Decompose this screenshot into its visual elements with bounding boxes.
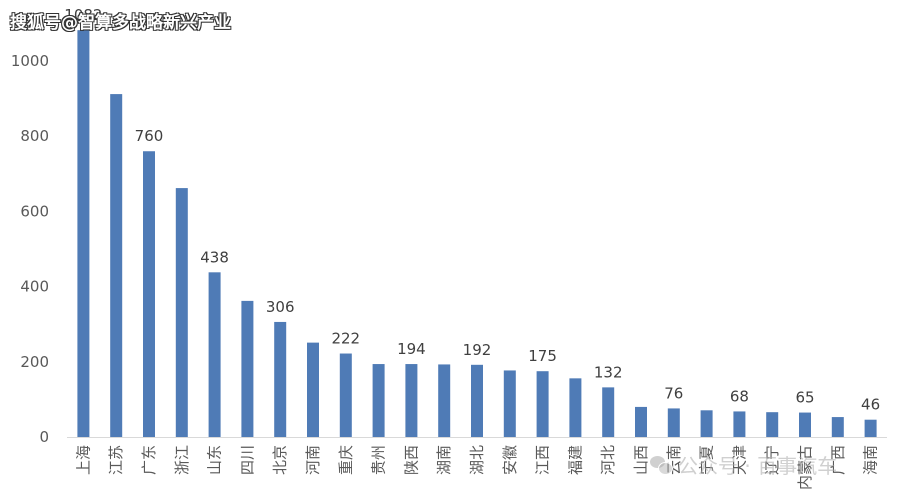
x-tick-label: 河北 xyxy=(599,445,617,475)
bar xyxy=(77,30,90,437)
y-tick-label: 600 xyxy=(20,202,49,220)
data-label: 306 xyxy=(266,298,295,316)
data-label: 1082 xyxy=(64,6,102,24)
data-label: 76 xyxy=(664,384,683,402)
bar xyxy=(733,411,746,437)
x-tick-label: 山东 xyxy=(206,445,224,475)
bar xyxy=(766,412,779,437)
data-label: 46 xyxy=(861,396,880,414)
bar xyxy=(536,371,549,437)
top-watermark: 搜狐号@智算多战略新兴产业 xyxy=(10,13,232,34)
x-tick-label: 四川 xyxy=(238,445,256,475)
x-tick-label: 福建 xyxy=(566,445,584,475)
y-tick-label: 0 xyxy=(39,428,49,446)
bar xyxy=(241,300,254,437)
y-tick-label: 800 xyxy=(20,127,49,145)
bar xyxy=(864,419,877,437)
bar xyxy=(799,412,811,437)
x-tick-label: 江西 xyxy=(534,445,552,475)
bar xyxy=(438,364,451,437)
bar xyxy=(307,342,319,437)
bottom-watermark: 公众号 · 百事汽车 xyxy=(650,450,837,479)
bar xyxy=(274,321,287,437)
bar xyxy=(667,408,680,437)
data-label: 438 xyxy=(200,248,229,266)
x-tick-label: 宁夏 xyxy=(698,445,716,475)
bar xyxy=(569,378,582,437)
data-label: 194 xyxy=(397,340,426,358)
x-tick-label: 江苏 xyxy=(107,445,125,475)
y-tick-label: 400 xyxy=(20,278,49,296)
bar xyxy=(700,410,713,437)
x-tick-label: 北京 xyxy=(271,445,289,475)
data-label: 65 xyxy=(795,389,814,407)
bar xyxy=(372,364,385,437)
y-tick-label: 1000 xyxy=(11,52,49,70)
data-label: 175 xyxy=(528,347,557,365)
bar xyxy=(831,417,844,437)
bar xyxy=(339,353,352,437)
bar xyxy=(602,387,615,437)
x-tick-label: 安徽 xyxy=(501,445,519,475)
bar xyxy=(503,370,516,437)
x-tick-label: 重庆 xyxy=(337,445,355,475)
bar xyxy=(175,188,188,437)
x-tick-label: 湖北 xyxy=(468,445,486,475)
data-label: 222 xyxy=(331,330,360,348)
x-tick-label: 贵州 xyxy=(370,445,388,475)
bar xyxy=(143,151,155,438)
bar xyxy=(635,406,647,437)
x-tick-label: 河南 xyxy=(304,445,322,475)
bar xyxy=(208,272,221,437)
x-tick-label: 山西 xyxy=(632,445,650,475)
x-tick-label: 上海 xyxy=(74,445,92,475)
data-label: 192 xyxy=(463,341,492,359)
x-tick-label: 海南 xyxy=(862,445,880,475)
y-tick-label: 200 xyxy=(20,353,49,371)
x-tick-label: 陕西 xyxy=(402,445,420,475)
x-tick-label: 广西 xyxy=(829,445,847,475)
data-label: 68 xyxy=(730,387,749,405)
data-label: 132 xyxy=(594,363,623,381)
x-tick-label: 辽宁 xyxy=(763,445,781,475)
bar xyxy=(110,94,123,437)
x-tick-label: 内蒙古 xyxy=(796,445,814,490)
x-tick-label: 湖南 xyxy=(435,445,453,475)
data-label: 760 xyxy=(135,127,164,145)
x-tick-label: 天津 xyxy=(730,445,748,475)
bar xyxy=(471,364,483,437)
x-tick-label: 广东 xyxy=(140,445,158,475)
x-tick-label: 浙江 xyxy=(173,445,191,475)
bottom-watermark-text: 公众号 · 百事汽车 xyxy=(678,454,838,478)
wechat-icon xyxy=(650,455,673,475)
bar xyxy=(405,364,418,437)
